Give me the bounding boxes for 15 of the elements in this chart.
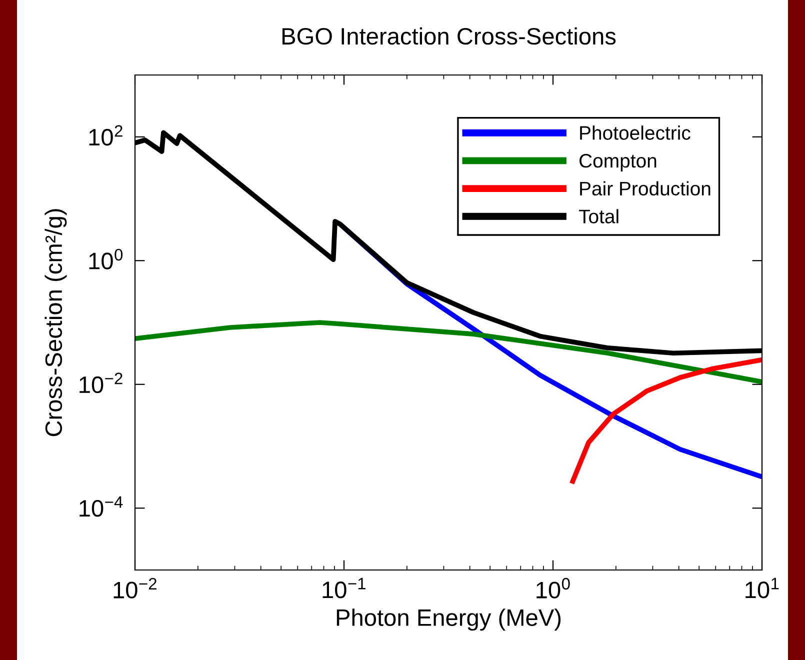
legend-label: Compton [580,154,656,172]
x-axis-title: Photon Energy (MeV) [336,608,561,631]
y-tick-label: 10$^{−4}$ [80,496,123,517]
y-axis-title: Cross-Section (cm²/g) [44,209,67,436]
legend-label: Photoelectric [580,126,690,140]
chart-title: BGO Interaction Cross-Sections [282,27,616,45]
legend-label: Total [578,209,618,224]
x-tick-label: 10$^{−2}$ [114,578,156,598]
y-tick-label: 10$^{2}$ [89,125,122,146]
y-tick-label: 10$^{−2}$ [80,372,122,394]
y-tick-label: 10$^{0}$ [89,248,123,270]
x-tick-label: 10$^{1}$ [746,578,779,598]
x-tick-label: 10$^{0}$ [536,578,570,598]
legend-label: Pair Production [580,181,710,196]
x-tick-label: 10$^{−1}$ [322,578,366,598]
